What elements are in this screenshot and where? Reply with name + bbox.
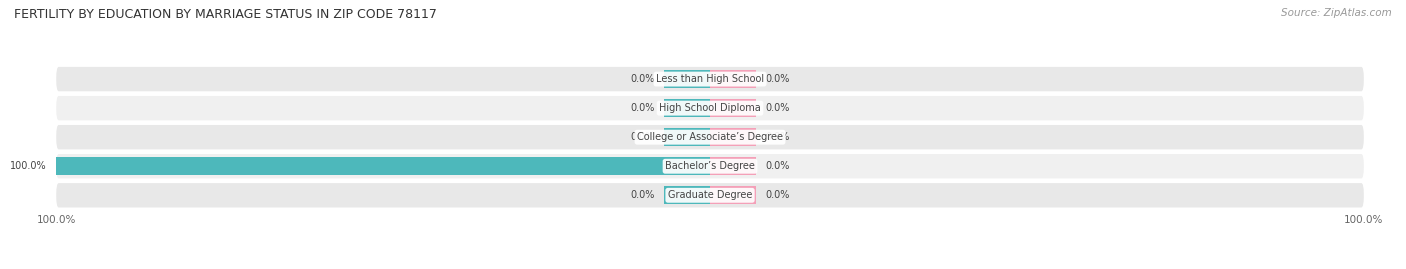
FancyBboxPatch shape bbox=[56, 125, 1364, 149]
Text: High School Diploma: High School Diploma bbox=[659, 103, 761, 113]
Text: 0.0%: 0.0% bbox=[766, 74, 790, 84]
Bar bbox=[710, 70, 756, 88]
Text: 0.0%: 0.0% bbox=[766, 190, 790, 200]
Bar bbox=[710, 157, 756, 175]
Text: Graduate Degree: Graduate Degree bbox=[668, 190, 752, 200]
Bar bbox=[664, 70, 710, 88]
Text: 0.0%: 0.0% bbox=[630, 74, 654, 84]
Text: Source: ZipAtlas.com: Source: ZipAtlas.com bbox=[1281, 8, 1392, 18]
FancyBboxPatch shape bbox=[56, 183, 1364, 207]
Text: 0.0%: 0.0% bbox=[766, 103, 790, 113]
Bar bbox=[710, 186, 756, 204]
Text: College or Associate’s Degree: College or Associate’s Degree bbox=[637, 132, 783, 142]
Text: 0.0%: 0.0% bbox=[630, 103, 654, 113]
FancyBboxPatch shape bbox=[56, 96, 1364, 120]
Text: 0.0%: 0.0% bbox=[766, 161, 790, 171]
Bar bbox=[710, 128, 756, 146]
Text: 100.0%: 100.0% bbox=[10, 161, 46, 171]
Text: Less than High School: Less than High School bbox=[657, 74, 763, 84]
Bar bbox=[664, 186, 710, 204]
Text: FERTILITY BY EDUCATION BY MARRIAGE STATUS IN ZIP CODE 78117: FERTILITY BY EDUCATION BY MARRIAGE STATU… bbox=[14, 8, 437, 21]
Text: 0.0%: 0.0% bbox=[630, 132, 654, 142]
Text: 0.0%: 0.0% bbox=[630, 190, 654, 200]
FancyBboxPatch shape bbox=[56, 154, 1364, 178]
Bar bbox=[56, 157, 710, 175]
Bar bbox=[710, 99, 756, 117]
Text: 0.0%: 0.0% bbox=[766, 132, 790, 142]
Bar bbox=[664, 128, 710, 146]
Bar bbox=[664, 99, 710, 117]
FancyBboxPatch shape bbox=[56, 67, 1364, 91]
Text: Bachelor’s Degree: Bachelor’s Degree bbox=[665, 161, 755, 171]
